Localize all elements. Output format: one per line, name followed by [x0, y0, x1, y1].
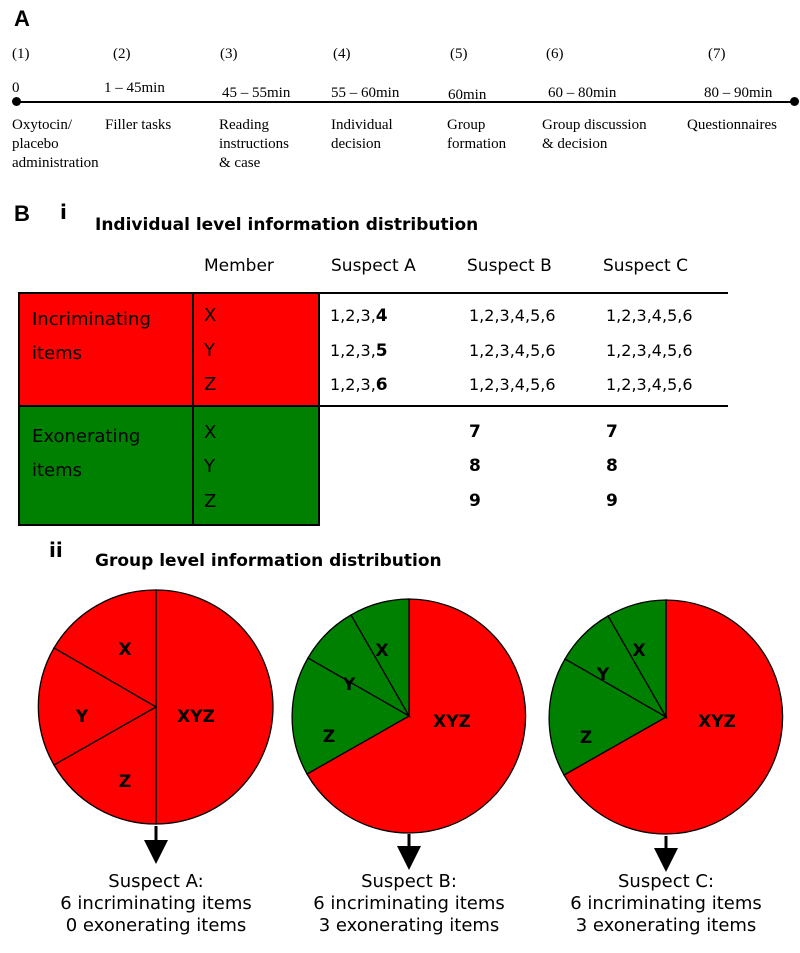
table-member-divider: [318, 292, 320, 526]
pie-label-y: Y: [342, 675, 356, 695]
pie-suspect-a: X Y Z XYZ: [37, 589, 274, 864]
pie-slice-xyz: [306, 598, 527, 834]
table-bottom-rule: [19, 524, 319, 526]
member-cell: X: [204, 422, 217, 443]
pie-label-x: X: [375, 641, 388, 661]
panel-a-letter: A: [14, 6, 30, 31]
table-left-border: [18, 292, 20, 526]
step-time: 80 – 90min: [704, 85, 773, 101]
step-number: (1): [12, 46, 30, 62]
suspect-c-cell: 8: [606, 456, 618, 476]
step-number: (5): [450, 46, 468, 62]
pie-label-z: Z: [323, 727, 335, 747]
suspect-b-cell: 8: [469, 456, 481, 476]
suspect-b-cell: 7: [469, 422, 481, 442]
table-middle-rule: [19, 405, 728, 407]
suspect-b-cell: 1,2,3,4,5,6: [469, 341, 556, 360]
pie-suspect-b: X Y Z XYZ: [291, 598, 527, 870]
step-label: Reading instructions & case: [219, 117, 289, 171]
table-category-divider: [192, 292, 194, 526]
pie-slice-x: [53, 589, 157, 709]
pie-slice-z: [53, 705, 157, 825]
exonerating-block: [19, 406, 319, 525]
step-number: (6): [546, 46, 564, 62]
pie-label-xyz: XYZ: [433, 712, 471, 732]
step-time: 0: [12, 80, 20, 96]
suspect-b-cell: 1,2,3,4,5,6: [469, 306, 556, 325]
step-label: Individual decision: [331, 117, 393, 152]
suspect-c-cell: 1,2,3,4,5,6: [606, 341, 693, 360]
suspect-c-cell: 9: [606, 491, 618, 511]
pie-label-z: Z: [119, 772, 131, 792]
suspect-a-cell: 1,2,3,4: [330, 306, 388, 326]
step-time: 60min: [448, 87, 487, 103]
header-suspect-c: Suspect C: [603, 256, 688, 276]
pie-label-z: Z: [580, 728, 592, 748]
step-number: (4): [333, 46, 351, 62]
member-cell: Z: [204, 491, 217, 512]
step-number: (7): [708, 46, 726, 62]
suspect-c-cell: 1,2,3,4,5,6: [606, 375, 693, 394]
step-time: 1 – 45min: [104, 80, 165, 96]
pie-label-xyz: XYZ: [698, 712, 736, 732]
panel-b-letter: B: [14, 201, 30, 226]
step-number: (2): [113, 46, 131, 62]
member-cell: X: [204, 305, 217, 326]
suspect-c-cell: 7: [606, 422, 618, 442]
timeline-start-dot: [12, 97, 21, 106]
pie-slice-y: [37, 647, 158, 766]
step-label: Filler tasks: [105, 117, 172, 133]
pie-label-y: Y: [596, 665, 610, 685]
pie-label-y: Y: [75, 707, 89, 727]
header-member: Member: [204, 256, 274, 276]
step-time: 45 – 55min: [222, 85, 291, 101]
step-label: Oxytocin/ placebo administration: [12, 117, 99, 171]
timeline-end-dot: [790, 97, 799, 106]
pie-slice-xyz: [155, 589, 274, 825]
group-distribution-title: Group level information distribution: [95, 551, 442, 571]
suspect-a-cell: 1,2,3,6: [330, 375, 388, 395]
step-label: Group formation: [447, 117, 507, 152]
member-cell: Z: [204, 374, 217, 395]
incriminating-label: Incriminating items: [32, 309, 151, 364]
suspect-b-cell: 1,2,3,4,5,6: [469, 375, 556, 394]
incriminating-block: [19, 293, 319, 406]
summary-suspect-a: Suspect A: 6 incriminating items 0 exone…: [60, 871, 252, 936]
summary-suspect-b: Suspect B: 6 incriminating items 3 exone…: [313, 871, 505, 936]
header-suspect-b: Suspect B: [467, 256, 552, 276]
table-top-rule: [19, 292, 728, 294]
step-label: Questionnaires: [687, 117, 777, 133]
individual-distribution-title: Individual level information distributio…: [95, 215, 479, 235]
pie-slice-z: [548, 658, 668, 776]
step-time: 55 – 60min: [331, 85, 400, 101]
pie-slice-xyz: [563, 599, 784, 835]
header-suspect-a: Suspect A: [331, 256, 416, 276]
step-label: Group discussion & decision: [542, 117, 647, 152]
member-cell: Y: [204, 340, 215, 361]
pie-label-x: X: [632, 641, 645, 661]
suspect-c-cell: 1,2,3,4,5,6: [606, 306, 693, 325]
timeline-axis: [16, 101, 796, 103]
step-time: 60 – 80min: [548, 85, 617, 101]
pie-suspect-c: X Y Z XYZ: [548, 599, 784, 872]
step-number: (3): [220, 46, 238, 62]
suspect-a-cell: 1,2,3,5: [330, 341, 388, 361]
suspect-b-cell: 9: [469, 491, 481, 511]
part-i-numeral: i: [60, 200, 67, 224]
part-ii-numeral: ii: [49, 538, 63, 562]
summary-suspect-c: Suspect C: 6 incriminating items 3 exone…: [570, 871, 762, 936]
pie-slice-z: [291, 657, 411, 775]
exonerating-label: Exonerating items: [32, 426, 141, 481]
pie-label-x: X: [118, 640, 131, 660]
member-cell: Y: [204, 456, 215, 477]
pie-label-xyz: XYZ: [177, 707, 215, 727]
